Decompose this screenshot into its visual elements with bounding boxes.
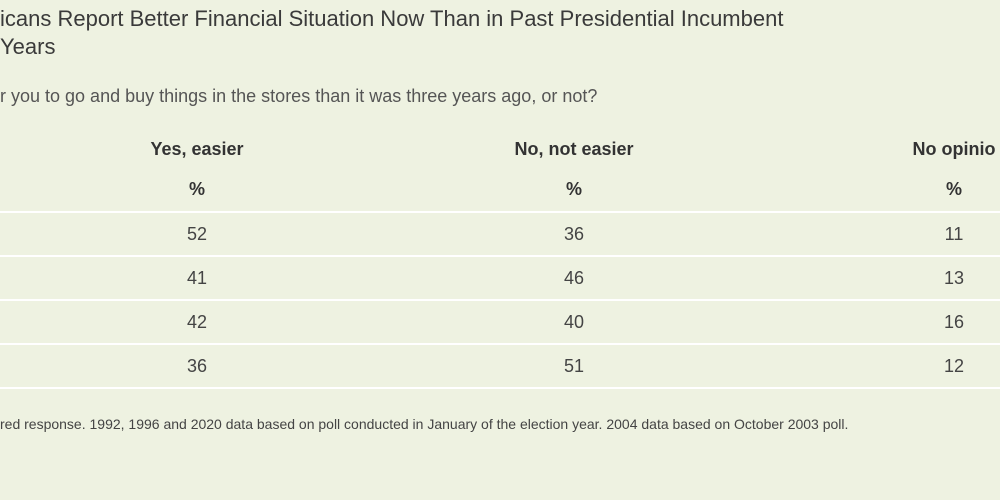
row-divider: [0, 299, 1000, 301]
unit-label: %: [945, 179, 963, 199]
unit-label: %: [188, 179, 206, 199]
table-cell: 12: [943, 356, 965, 376]
row-divider: [0, 211, 1000, 213]
footnote: red response. 1992, 1996 and 2020 data b…: [0, 416, 849, 432]
row-divider: [0, 255, 1000, 257]
title-line: Years: [0, 34, 56, 59]
column-header: No, not easier: [514, 139, 634, 159]
table-cell: 11: [944, 224, 964, 244]
table-cell: 13: [943, 268, 965, 288]
table-cell: 46: [563, 268, 585, 288]
question: r you to go and buy things in the stores…: [0, 86, 598, 106]
table-cell: 51: [563, 356, 585, 376]
table-cell: 41: [186, 268, 208, 288]
table-cell: 36: [186, 356, 208, 376]
unit-label: %: [565, 179, 583, 199]
row-divider: [0, 387, 1000, 389]
row-divider: [0, 343, 1000, 345]
column-header: No opinio: [912, 139, 996, 159]
table-cell: 16: [943, 312, 965, 332]
title-line: icans Report Better Financial Situation …: [0, 6, 784, 31]
table-cell: 36: [563, 224, 585, 244]
column-header: Yes, easier: [150, 139, 244, 159]
table-cell: 42: [186, 312, 208, 332]
table-cell: 40: [563, 312, 585, 332]
table-cell: 52: [186, 224, 208, 244]
